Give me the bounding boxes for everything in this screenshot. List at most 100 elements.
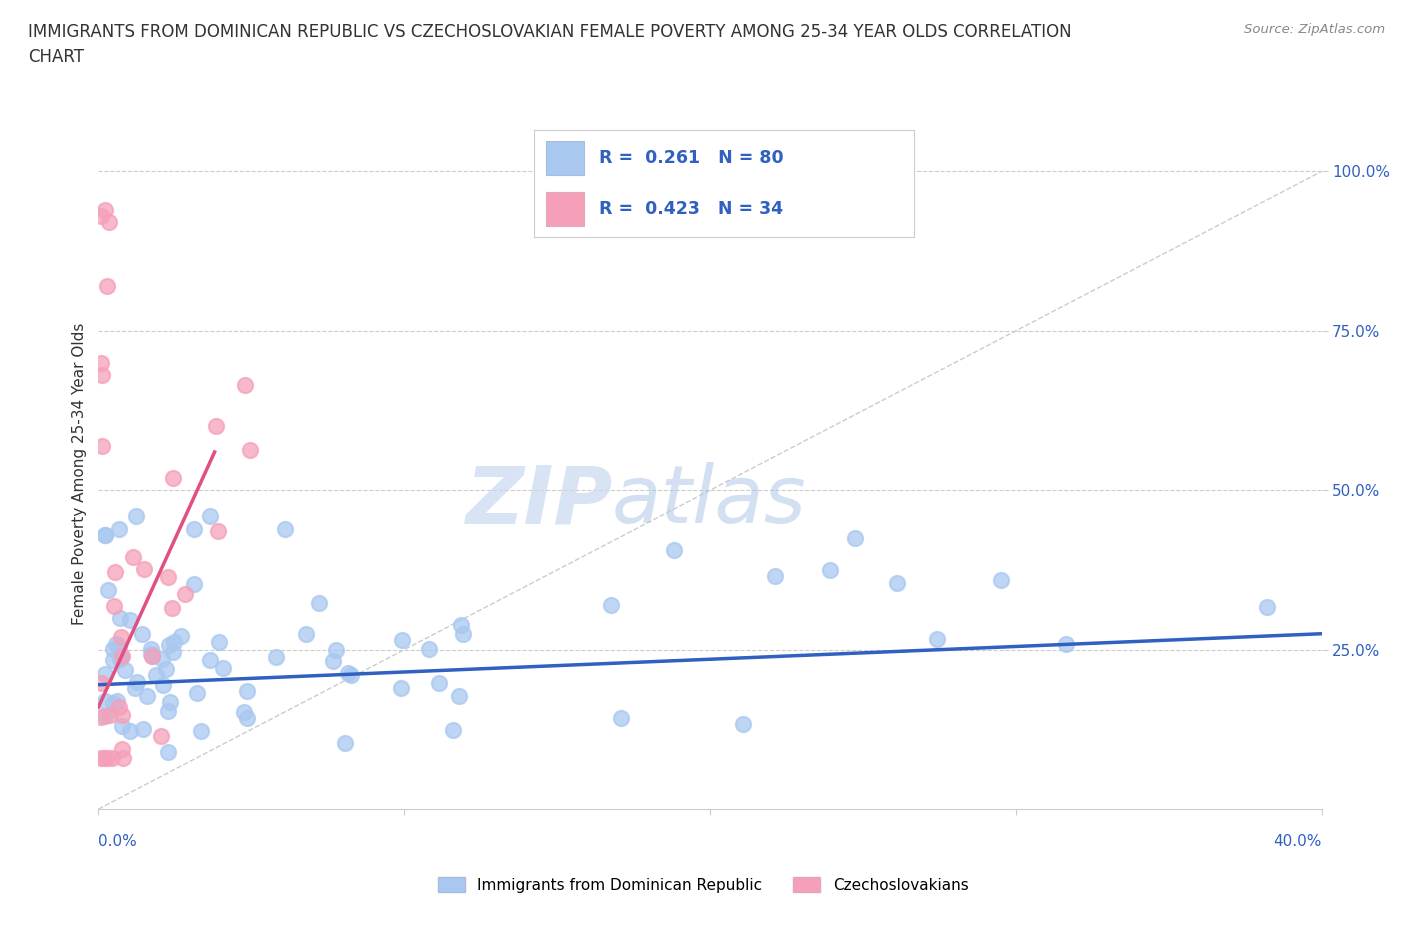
Point	[274, 521, 297, 536]
Point	[111, 751, 134, 765]
Point	[121, 550, 143, 565]
Text: R =  0.261   N = 80: R = 0.261 N = 80	[599, 149, 783, 167]
Point	[90, 355, 112, 370]
Point	[162, 644, 184, 659]
Text: R =  0.423   N = 34: R = 0.423 N = 34	[599, 200, 783, 219]
Point	[183, 521, 205, 536]
Point	[152, 677, 174, 692]
Point	[266, 649, 288, 664]
Point	[101, 696, 124, 711]
Point	[97, 215, 120, 230]
Point	[233, 704, 256, 719]
Point	[335, 736, 357, 751]
Point	[103, 642, 125, 657]
Point	[135, 688, 157, 703]
Point	[925, 632, 948, 647]
Point	[90, 208, 112, 223]
Point	[157, 569, 180, 584]
Point	[96, 751, 118, 765]
Point	[93, 667, 115, 682]
Point	[90, 368, 112, 383]
Point	[170, 629, 193, 644]
Point	[662, 543, 685, 558]
Text: ZIP: ZIP	[465, 462, 612, 540]
Point	[990, 572, 1012, 587]
Point	[97, 583, 120, 598]
Point	[120, 724, 142, 738]
Point	[101, 652, 124, 667]
Point	[451, 626, 474, 641]
Point	[145, 668, 167, 683]
Point	[90, 751, 112, 765]
Point	[162, 600, 184, 615]
Point	[105, 694, 128, 709]
Point	[94, 202, 117, 217]
Point	[101, 751, 124, 765]
Point	[389, 681, 412, 696]
Point	[818, 563, 841, 578]
Point	[183, 577, 205, 591]
Point	[108, 638, 131, 653]
Point	[157, 745, 180, 760]
Point	[159, 695, 181, 710]
Point	[132, 722, 155, 737]
Point	[447, 689, 470, 704]
Point	[308, 596, 330, 611]
Point	[163, 635, 186, 650]
Point	[239, 442, 262, 457]
Point	[111, 718, 134, 733]
Point	[132, 561, 155, 576]
Point	[208, 634, 231, 649]
Point	[337, 666, 360, 681]
Point	[114, 662, 136, 677]
Point	[139, 646, 162, 661]
Point	[108, 652, 131, 667]
Point	[200, 509, 222, 524]
Point	[110, 650, 132, 665]
Point	[236, 711, 259, 725]
Point	[93, 709, 115, 724]
Text: 0.0%: 0.0%	[98, 834, 138, 849]
Point	[141, 648, 163, 663]
Point	[233, 378, 256, 392]
Point	[190, 724, 212, 738]
Point	[162, 471, 184, 485]
Point	[156, 704, 179, 719]
Point	[149, 729, 172, 744]
Point	[150, 652, 173, 667]
Point	[93, 527, 115, 542]
Y-axis label: Female Poverty Among 25-34 Year Olds: Female Poverty Among 25-34 Year Olds	[72, 323, 87, 626]
Point	[141, 648, 163, 663]
Point	[427, 675, 450, 690]
FancyBboxPatch shape	[546, 193, 583, 227]
Point	[125, 509, 148, 524]
Point	[104, 565, 127, 579]
Point	[322, 654, 344, 669]
Point	[844, 530, 866, 545]
Text: IMMIGRANTS FROM DOMINICAN REPUBLIC VS CZECHOSLOVAKIAN FEMALE POVERTY AMONG 25-34: IMMIGRANTS FROM DOMINICAN REPUBLIC VS CZ…	[28, 23, 1071, 66]
Point	[886, 576, 908, 591]
Point	[93, 694, 115, 709]
Point	[450, 618, 472, 632]
Legend: Immigrants from Dominican Republic, Czechoslovakians: Immigrants from Dominican Republic, Czec…	[432, 871, 974, 899]
Point	[186, 685, 208, 700]
Point	[198, 652, 221, 667]
Point	[294, 627, 316, 642]
Point	[111, 648, 134, 663]
Point	[339, 668, 361, 683]
Point	[124, 681, 146, 696]
Point	[600, 598, 623, 613]
Point	[391, 632, 413, 647]
FancyBboxPatch shape	[546, 141, 583, 175]
Point	[108, 699, 131, 714]
Point	[207, 524, 229, 538]
Point	[93, 751, 115, 765]
Point	[155, 661, 177, 676]
Text: Source: ZipAtlas.com: Source: ZipAtlas.com	[1244, 23, 1385, 36]
Point	[104, 636, 127, 651]
Point	[98, 708, 121, 723]
Point	[141, 642, 163, 657]
Point	[90, 675, 112, 690]
Point	[205, 418, 228, 433]
Point	[441, 723, 464, 737]
